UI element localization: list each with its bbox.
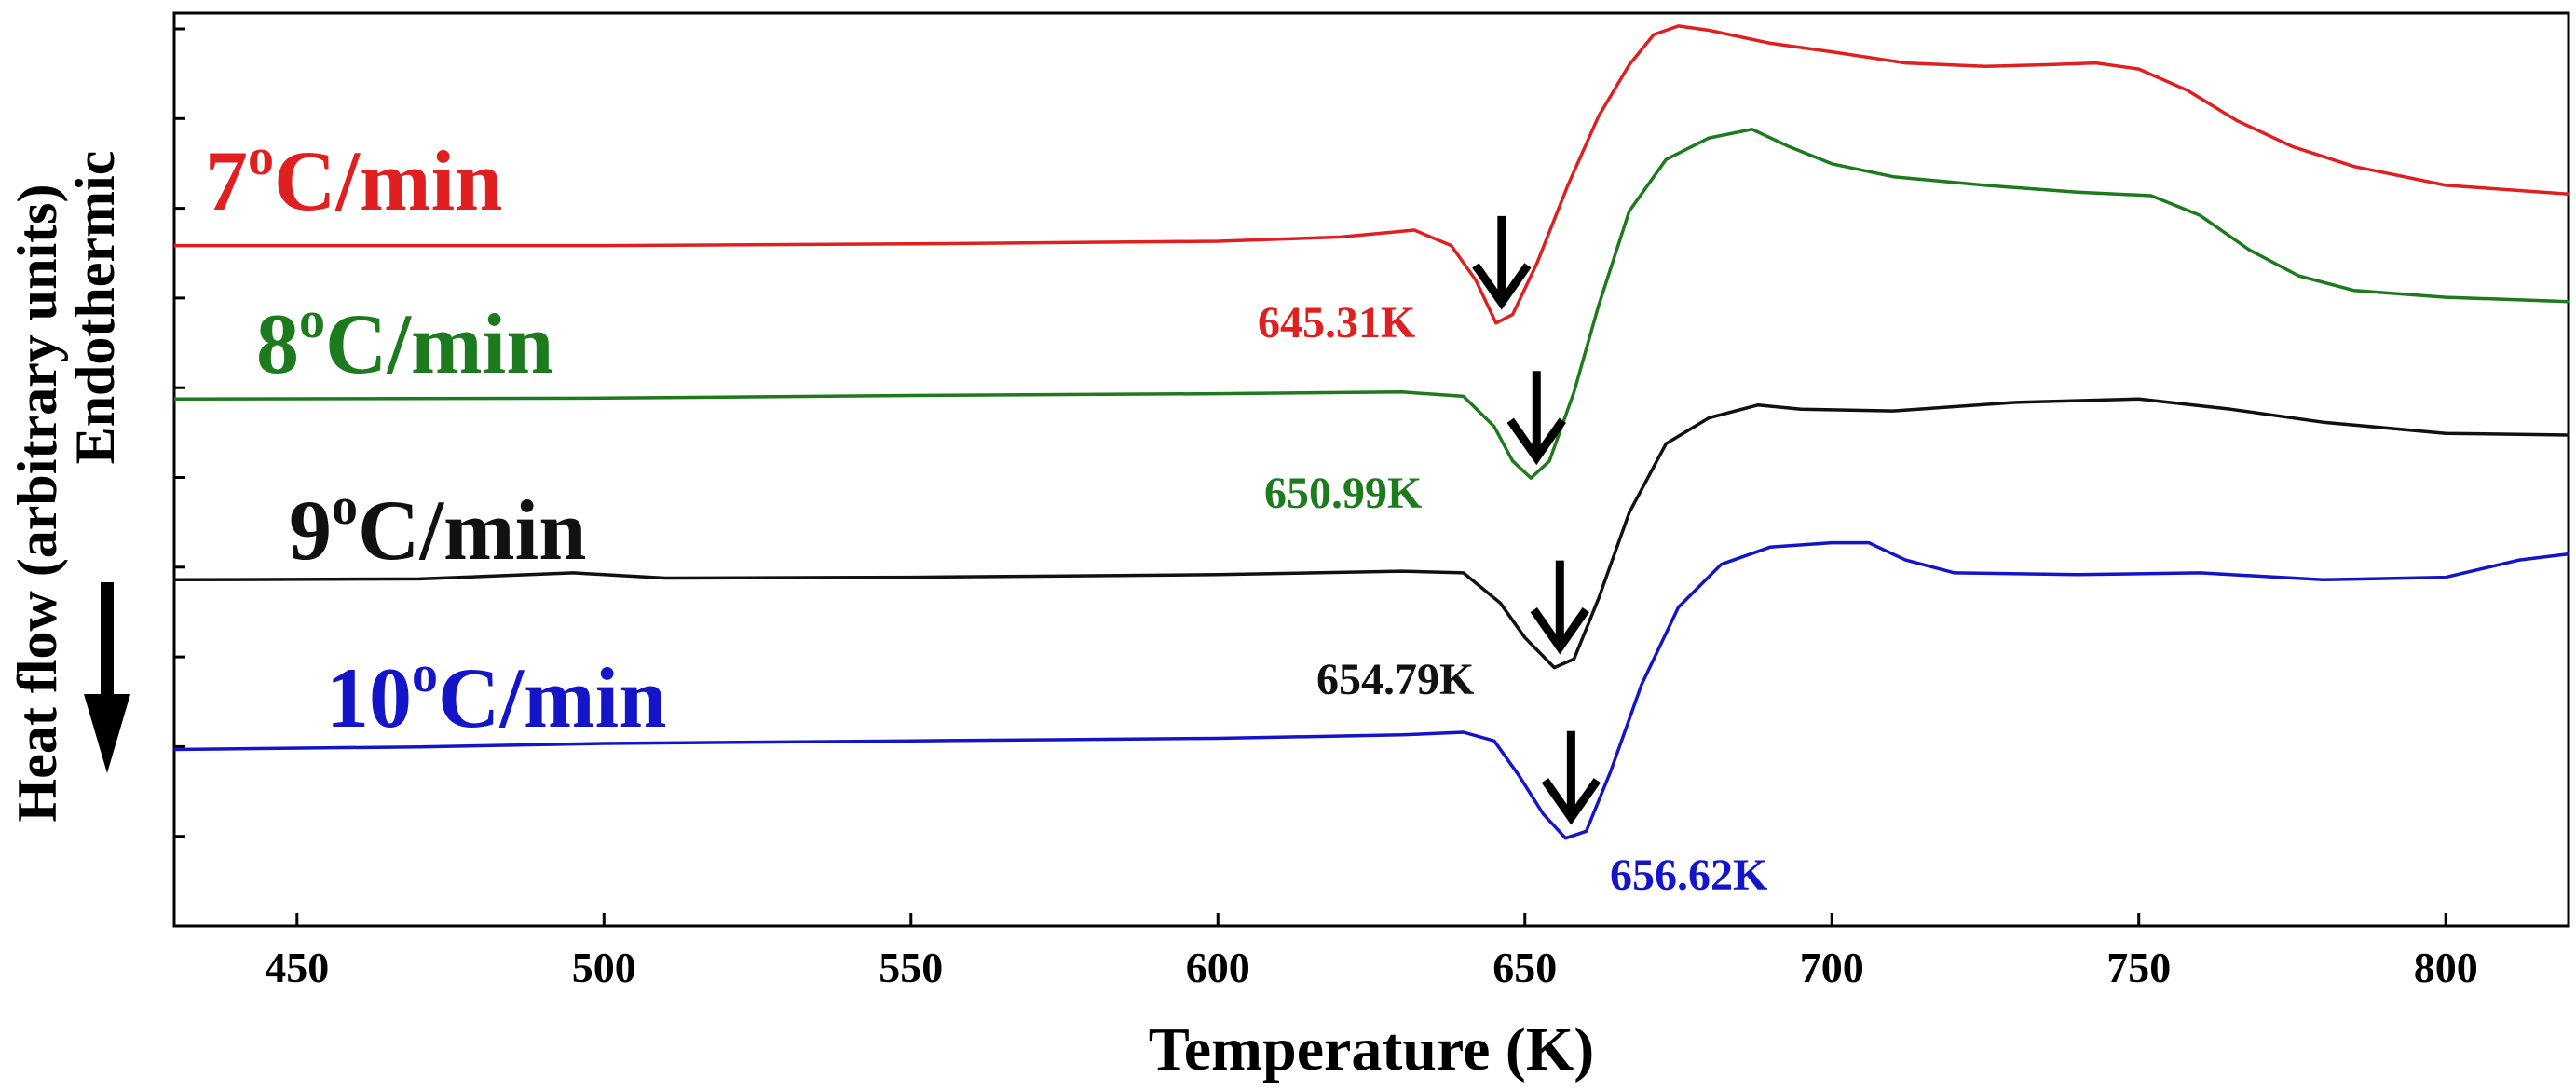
- peak-arrow-7: [1472, 215, 1532, 310]
- x-axis-label: Temperature (K): [1149, 1015, 1594, 1083]
- x-tick-label-650: 650: [1492, 944, 1557, 991]
- x-axis-ticks: 450 500 550 600 650 700 750 800: [265, 913, 2478, 991]
- x-tick-label-800: 800: [2414, 944, 2478, 991]
- series-line-8: [173, 128, 2569, 480]
- x-tick-label-700: 700: [1800, 944, 1864, 991]
- x-tick-label-750: 750: [2106, 944, 2171, 991]
- y-axis-label: Heat flow (arbitrary units): [7, 184, 68, 823]
- series-label-8: 8oC/min: [256, 292, 553, 391]
- x-tick-label-600: 600: [1186, 944, 1250, 991]
- series-label-10: 10oC/min: [326, 646, 666, 745]
- x-tick-label-450: 450: [265, 944, 329, 991]
- peak-label-7: 645.31K: [1258, 298, 1415, 347]
- x-tick-label-550: 550: [879, 944, 943, 991]
- series-label-9: 9oC/min: [289, 478, 586, 578]
- peak-label-9: 654.79K: [1316, 655, 1474, 704]
- peak-arrow-8: [1506, 371, 1566, 466]
- series-line-9: [173, 397, 2569, 670]
- series-layer: [173, 24, 2569, 840]
- y-axis-endothermic-label: Endothermic: [64, 151, 126, 465]
- peak-arrow-9: [1530, 560, 1589, 655]
- peak-arrow-10: [1541, 730, 1601, 825]
- series-line-7: [174, 24, 2569, 325]
- series-label-7: 7oC/min: [205, 129, 502, 228]
- plot-frame: [172, 11, 2570, 928]
- peak-label-10: 656.62K: [1610, 851, 1767, 900]
- peak-label-8: 650.99K: [1264, 469, 1422, 518]
- x-tick-label-500: 500: [572, 944, 636, 991]
- series-line-10: [173, 540, 2569, 840]
- endothermic-arrow: [84, 582, 130, 773]
- y-minor-ticks: [174, 27, 185, 928]
